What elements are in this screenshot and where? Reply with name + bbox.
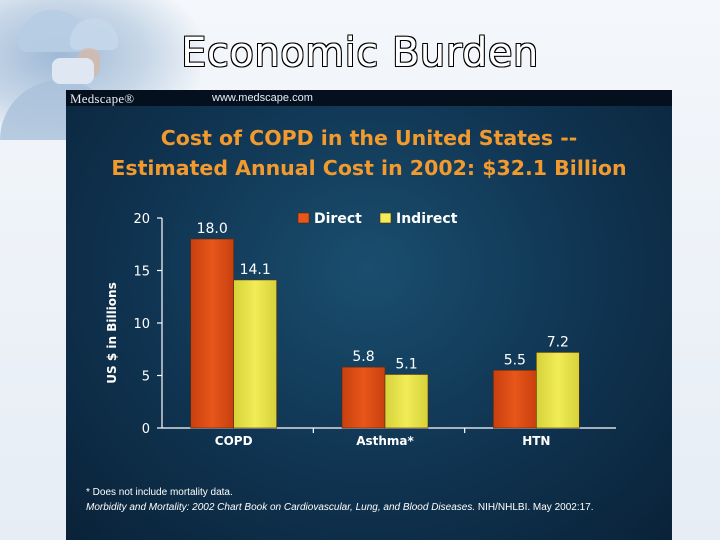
brand-logo: Medscape®	[70, 91, 135, 106]
x-category-label: Asthma*	[356, 434, 414, 448]
bar-value-label: 14.1	[240, 262, 271, 278]
y-tick-label: 5	[142, 370, 150, 385]
bar-chart: 0 5 10 15 20 US $ in Billions 18.0 14.1 COPD 5.8 5…	[105, 211, 616, 448]
chart-slide: Medscape® www.medscape.com Cost of COPD …	[66, 90, 672, 540]
slide-header-bar: Medscape® www.medscape.com	[66, 90, 672, 106]
bar-value-label: 5.5	[504, 352, 526, 368]
photo-mask	[52, 58, 94, 84]
bar-value-label: 18.0	[197, 221, 228, 237]
legend-swatch-indirect	[379, 212, 392, 224]
bar-indirect	[536, 352, 580, 429]
bar-indirect	[384, 374, 429, 429]
bar-value-label: 7.2	[547, 334, 569, 350]
bar-value-label: 5.8	[352, 349, 374, 365]
page-title: Economic Burden	[181, 30, 539, 76]
legend-label-direct: Direct	[314, 211, 362, 227]
source-italic: Morbidity and Mortality: 2002 Chart Book…	[86, 502, 476, 513]
bar-indirect	[233, 279, 277, 429]
y-tick-label: 10	[133, 317, 150, 332]
photo-cap-2	[70, 18, 118, 50]
x-category-label: COPD	[215, 434, 253, 448]
x-category-label: HTN	[522, 434, 550, 448]
y-axis-label: US $ in Billions	[105, 282, 119, 383]
source-citation: Morbidity and Mortality: 2002 Chart Book…	[86, 502, 646, 514]
bar-value-label: 5.1	[395, 356, 417, 372]
y-tick-label: 15	[133, 265, 150, 280]
source-url: www.medscape.com	[212, 92, 313, 104]
bar-direct	[190, 238, 234, 429]
y-tick-label: 0	[142, 422, 150, 437]
footnote: * Does not include mortality data.	[86, 487, 233, 498]
legend-swatch-direct	[297, 212, 310, 224]
source-rest: NIH/NHLBI. May 2002:17.	[477, 502, 594, 513]
chart-title-line-2: Estimated Annual Cost in 2002: $32.1 Bil…	[111, 156, 627, 180]
y-tick-label: 20	[133, 212, 150, 227]
chart-title-line-1: Cost of COPD in the United States --	[160, 126, 578, 150]
legend-label-indirect: Indirect	[396, 211, 458, 227]
bar-direct	[341, 366, 386, 429]
bar-direct	[493, 369, 537, 429]
